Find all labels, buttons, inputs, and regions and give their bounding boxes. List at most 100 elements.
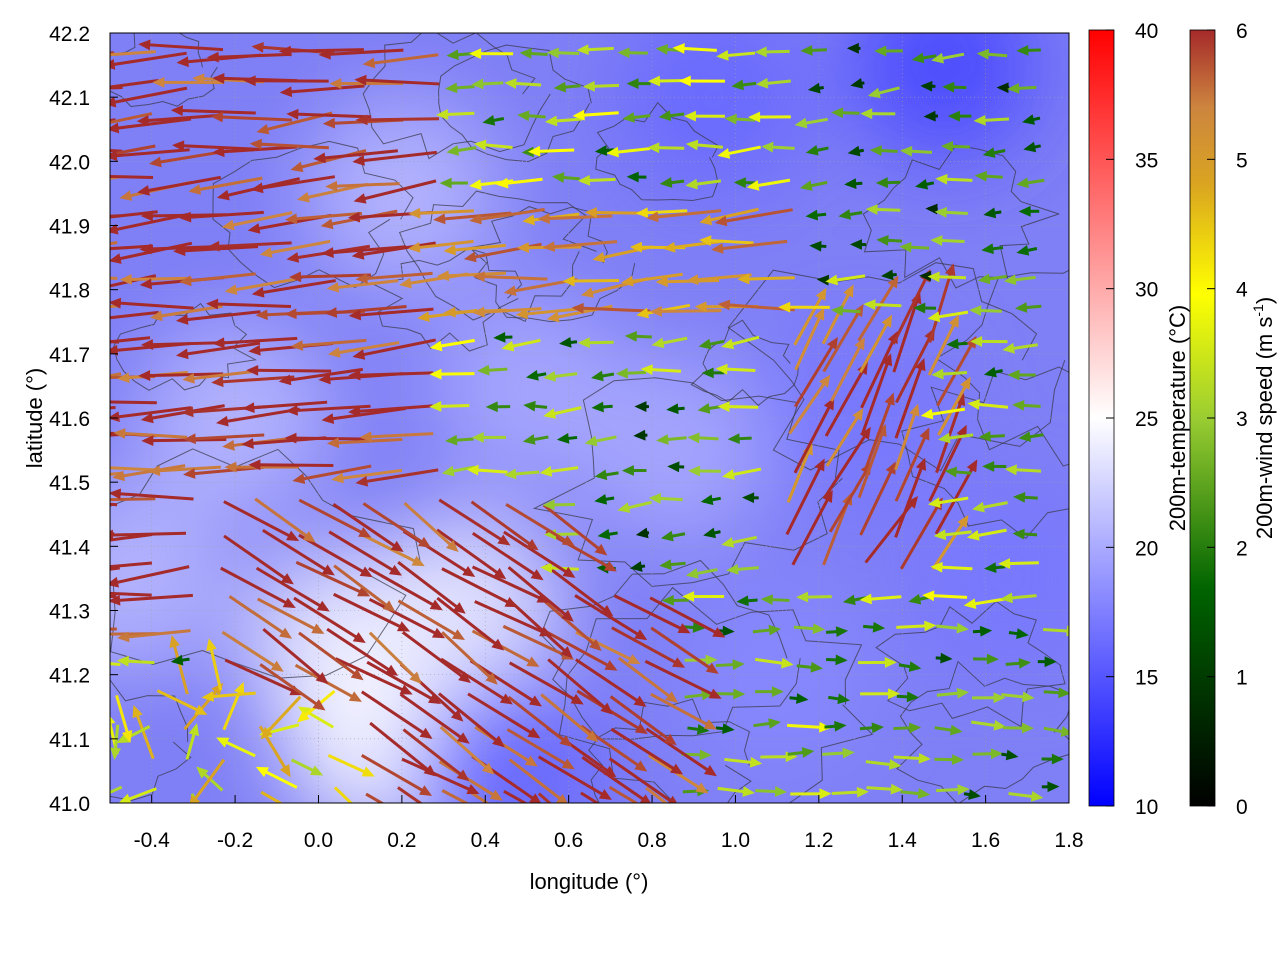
wind-vector-shaft xyxy=(139,175,222,194)
wind-vector-head xyxy=(355,114,368,126)
wind-vector xyxy=(645,786,669,803)
x-tick-label: 0.8 xyxy=(637,829,666,852)
wind-vector xyxy=(736,595,758,607)
wind-vector-head xyxy=(147,465,161,477)
wind-vector xyxy=(996,82,1010,94)
wind-vector-head xyxy=(799,180,813,191)
wind-vector xyxy=(397,561,466,614)
wind-vector xyxy=(606,146,651,158)
wind-vector xyxy=(659,559,686,570)
wind-vector-head xyxy=(749,756,763,768)
wind-vector-head xyxy=(983,366,997,378)
contour-line xyxy=(901,366,1069,539)
wind-vector-head xyxy=(774,786,788,797)
wind-vector-head xyxy=(577,337,590,349)
wind-vector-head xyxy=(117,631,130,643)
wind-vector-head xyxy=(321,564,335,576)
wind-vector xyxy=(360,690,433,739)
wind-vector-head xyxy=(170,654,184,666)
wind-vector-head xyxy=(721,338,735,350)
wind-vector xyxy=(179,272,256,287)
wind-vector-shaft xyxy=(181,272,256,284)
wind-vector xyxy=(110,297,194,310)
wind-vector xyxy=(615,367,647,379)
wind-vector xyxy=(334,657,413,695)
wind-vector-head xyxy=(746,180,760,191)
wind-vector xyxy=(1000,592,1037,604)
wind-vector-head xyxy=(860,108,873,120)
wind-vector xyxy=(850,77,865,89)
temperature-colorbar-tick-label: 20 xyxy=(1135,537,1158,560)
wind-vector-head xyxy=(67,564,79,575)
wind-vector xyxy=(110,310,159,320)
wind-vector-head xyxy=(493,331,506,343)
wind-vector xyxy=(32,49,115,60)
wind-vector xyxy=(754,46,790,58)
wind-vector-head xyxy=(504,596,518,608)
wind-vector-head xyxy=(658,110,672,122)
temperature-cell xyxy=(848,33,1039,161)
wind-vector-head xyxy=(348,405,361,417)
wind-vector-shaft xyxy=(298,533,371,577)
wind-vector xyxy=(572,109,619,121)
wind-vector-head xyxy=(687,432,700,444)
wind-speed-colorbar-tick-label: 6 xyxy=(1236,20,1248,43)
wind-vector xyxy=(972,748,1003,760)
wind-vector-head xyxy=(469,179,482,190)
wind-vector-head xyxy=(667,795,678,803)
wind-vector-head xyxy=(407,242,421,253)
wind-vector-head xyxy=(292,473,306,484)
wind-vector xyxy=(116,725,151,743)
wind-vector-head xyxy=(32,49,44,60)
wind-vector xyxy=(110,244,154,251)
wind-vector xyxy=(110,466,157,472)
wind-vector xyxy=(446,145,477,156)
wind-vector xyxy=(966,528,1007,541)
wind-vector-head xyxy=(948,314,959,328)
wind-vector-head xyxy=(77,373,89,384)
wind-vector xyxy=(896,620,937,632)
wind-vector xyxy=(397,786,423,803)
wind-vector xyxy=(1043,726,1069,737)
wind-vector xyxy=(755,686,784,698)
wind-vector xyxy=(936,687,970,699)
wind-vector-head xyxy=(647,75,661,87)
wind-vector-shaft xyxy=(191,176,263,193)
wind-vector xyxy=(537,755,612,800)
wind-vector-shaft xyxy=(228,595,291,639)
wind-vector xyxy=(785,458,825,536)
wind-vector xyxy=(778,301,830,313)
wind-vector xyxy=(543,406,582,419)
y-tick-label: 41.3 xyxy=(49,601,90,624)
wind-vector-head xyxy=(137,185,150,196)
wind-speed-colorbar-tick-label: 5 xyxy=(1236,149,1248,172)
wind-vector-head xyxy=(348,309,362,321)
wind-vector xyxy=(220,566,296,608)
wind-vector-head xyxy=(755,77,769,89)
wind-vector xyxy=(701,367,725,379)
wind-vector-head xyxy=(279,86,293,98)
wind-vector-shaft xyxy=(360,690,431,739)
wind-vector-shaft xyxy=(470,500,538,550)
wind-vector-shaft xyxy=(110,400,157,405)
wind-vector-head xyxy=(920,408,934,420)
wind-vector xyxy=(402,728,470,782)
wind-vector xyxy=(863,299,902,311)
wind-vector-head xyxy=(944,466,958,478)
wind-vector-head xyxy=(472,271,485,283)
wind-vector xyxy=(1003,274,1036,286)
wind-vector xyxy=(915,178,935,190)
wind-vector-shaft xyxy=(298,631,363,680)
wind-vector xyxy=(211,375,295,388)
wind-vector-head xyxy=(685,178,698,190)
wind-vector-head xyxy=(451,629,466,641)
wind-vector xyxy=(110,241,193,264)
wind-vector-head xyxy=(945,263,956,277)
wind-vector-shaft xyxy=(547,658,612,714)
wind-vector-head xyxy=(919,427,930,441)
wind-vector-head xyxy=(677,623,691,634)
wind-vector-shaft xyxy=(215,336,298,345)
wind-vector xyxy=(617,47,648,59)
wind-vector-head xyxy=(850,77,864,89)
wind-vector xyxy=(290,148,367,173)
